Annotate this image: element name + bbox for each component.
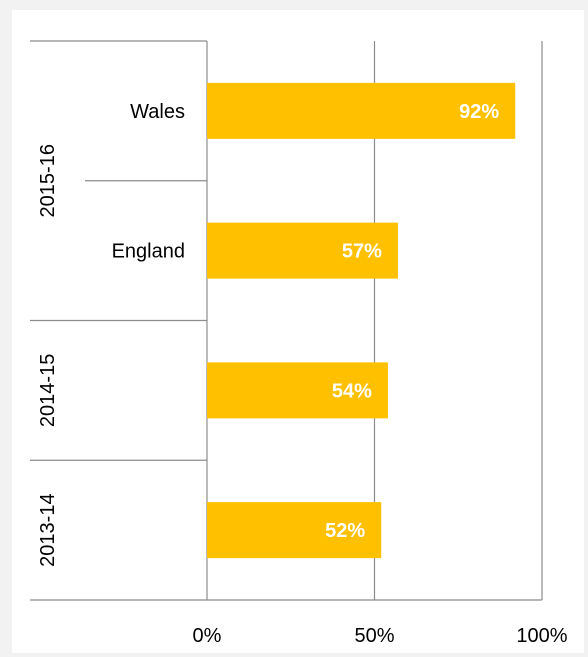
data-label: 57%	[342, 241, 382, 263]
category-label: Wales	[130, 101, 185, 123]
x-tick-label: 0%	[193, 625, 222, 647]
chart: 92% Wales 57% England 2015-16 54% 2014-15 52% 20…	[12, 10, 584, 653]
x-tick-label: 100%	[516, 625, 567, 647]
bar	[207, 362, 388, 419]
group-label: 2015-16	[37, 144, 59, 217]
bar	[207, 502, 382, 559]
bar	[207, 82, 516, 139]
group-label: 2014-15	[37, 354, 59, 427]
bar	[207, 222, 398, 279]
group-label: 2013-14	[37, 493, 59, 566]
data-label: 54%	[332, 380, 372, 402]
category-label: England	[112, 241, 185, 263]
data-label: 92%	[459, 101, 499, 123]
data-label: 52%	[325, 520, 365, 542]
bar-chart: 92% Wales 57% England 2015-16 54% 2014-15 52% 20…	[30, 40, 568, 647]
x-tick-label: 50%	[354, 625, 394, 647]
